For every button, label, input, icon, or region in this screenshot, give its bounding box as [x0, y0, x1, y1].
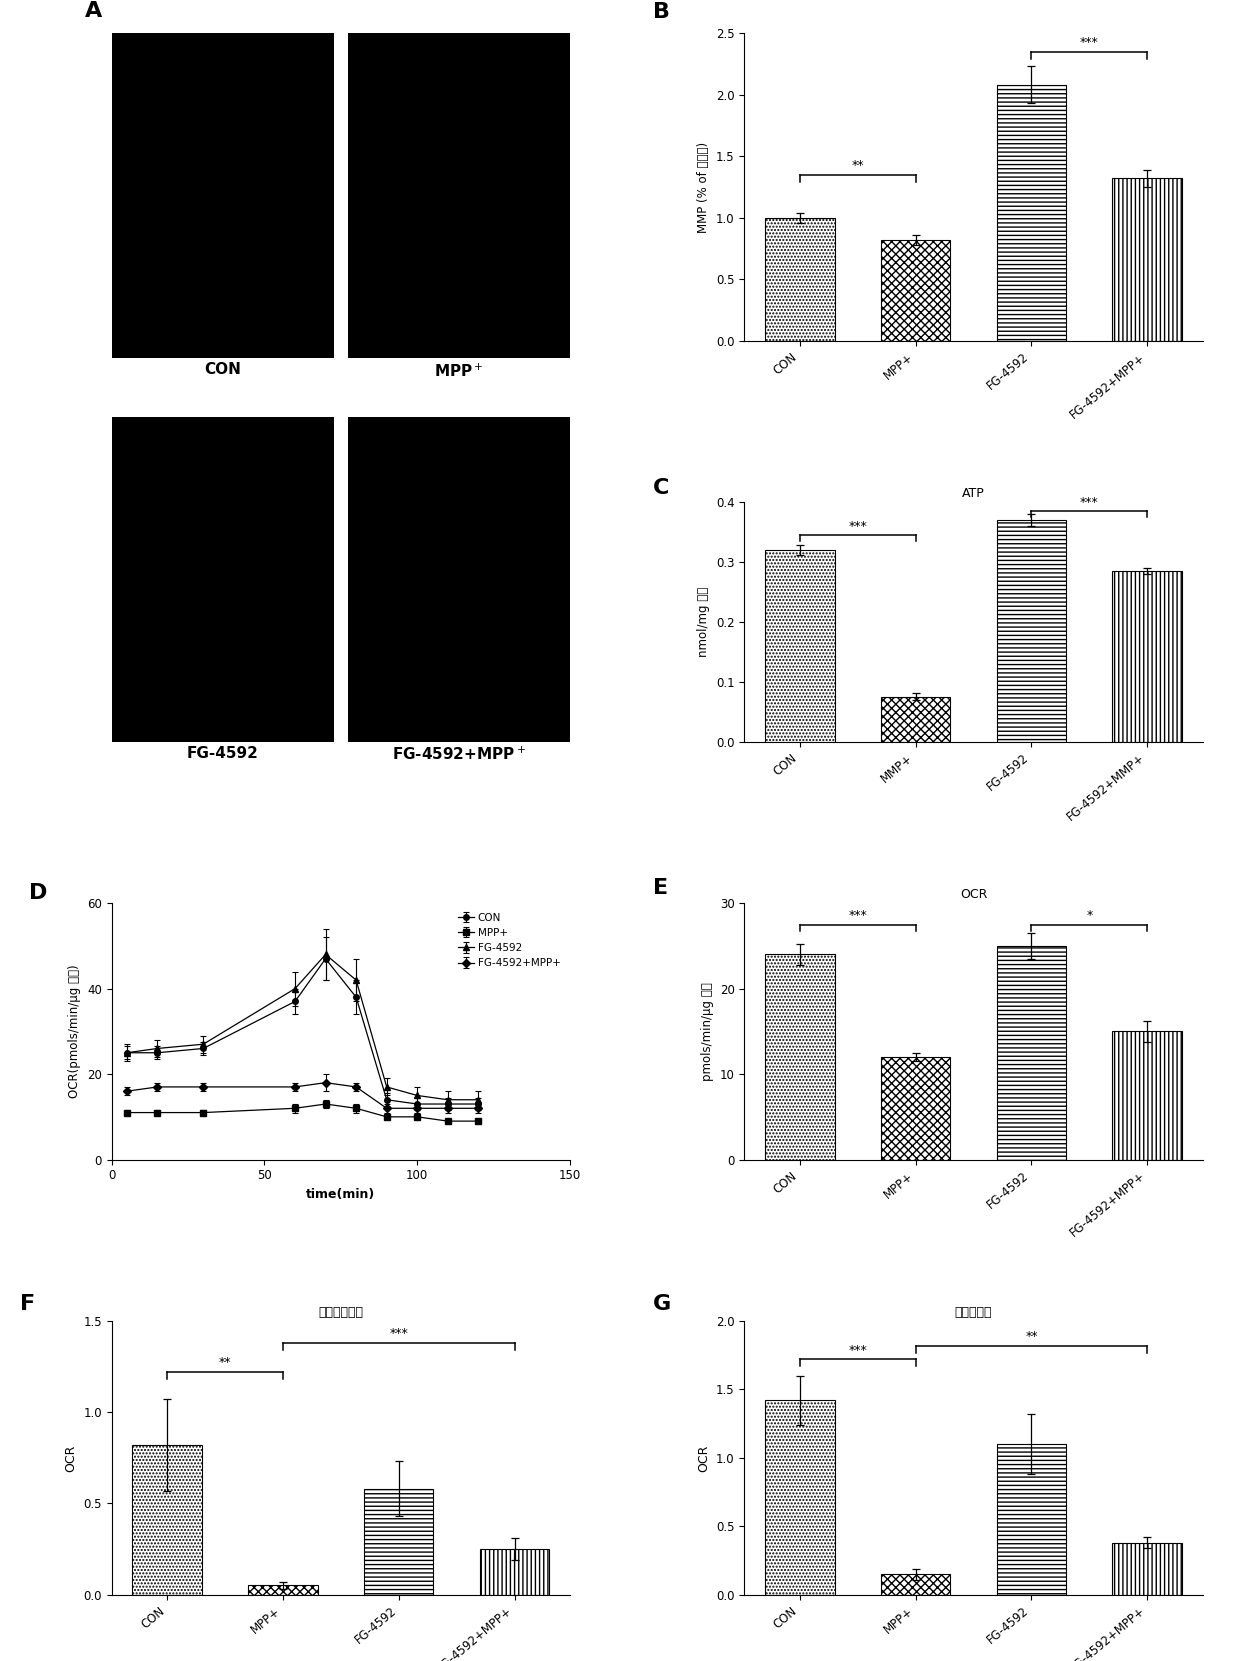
X-axis label: CON: CON	[205, 362, 242, 377]
Bar	[133, 1445, 202, 1595]
Text: **: **	[218, 1357, 232, 1369]
Text: **: **	[1025, 1330, 1038, 1344]
Bar	[765, 550, 835, 742]
Bar	[880, 698, 950, 742]
Y-axis label: pmols/min/μg 蛋白: pmols/min/μg 蛋白	[701, 982, 714, 1081]
Bar	[1112, 1543, 1182, 1595]
Text: A: A	[84, 0, 102, 20]
Bar	[997, 945, 1066, 1159]
Bar	[1112, 571, 1182, 742]
Text: C: C	[652, 478, 670, 498]
Bar	[765, 955, 835, 1159]
Bar	[880, 1056, 950, 1159]
Text: F: F	[20, 1294, 35, 1314]
Bar	[997, 85, 1066, 341]
Text: ***: ***	[1080, 35, 1099, 48]
Bar	[1112, 1031, 1182, 1159]
Y-axis label: nmol/mg 蛋白: nmol/mg 蛋白	[697, 586, 711, 658]
Bar	[765, 1400, 835, 1595]
Text: ***: ***	[848, 909, 867, 922]
Text: B: B	[652, 2, 670, 23]
Bar	[365, 1488, 434, 1595]
Bar	[1112, 178, 1182, 341]
Title: OCR: OCR	[960, 887, 987, 900]
Bar	[997, 520, 1066, 742]
Text: ***: ***	[1080, 497, 1099, 508]
Title: ATP: ATP	[962, 487, 985, 500]
X-axis label: MPP$^+$: MPP$^+$	[434, 362, 484, 380]
Title: 储备呼吸能力: 储备呼吸能力	[319, 1306, 363, 1319]
Legend: CON, MPP+, FG-4592, FG-4592+MPP+: CON, MPP+, FG-4592, FG-4592+MPP+	[454, 909, 565, 972]
Bar	[765, 218, 835, 341]
Text: **: **	[852, 159, 864, 171]
Bar	[880, 239, 950, 341]
X-axis label: FG-4592: FG-4592	[187, 746, 259, 761]
Text: ***: ***	[848, 1344, 867, 1357]
Text: D: D	[29, 882, 47, 902]
Y-axis label: OCR: OCR	[697, 1443, 711, 1472]
Y-axis label: OCR(pmols/min/μg 蛋白): OCR(pmols/min/μg 蛋白)	[68, 965, 82, 1098]
Y-axis label: OCR: OCR	[64, 1443, 78, 1472]
Text: *: *	[1086, 909, 1092, 922]
Bar	[880, 1575, 950, 1595]
Text: G: G	[652, 1294, 671, 1314]
Title: 最大呼吸量: 最大呼吸量	[955, 1306, 992, 1319]
Text: E: E	[652, 877, 668, 897]
Bar	[248, 1586, 317, 1595]
Text: ***: ***	[389, 1327, 408, 1340]
Y-axis label: MMP (% of 对照组): MMP (% of 对照组)	[697, 141, 711, 233]
Text: ***: ***	[848, 520, 867, 533]
X-axis label: FG-4592+MPP$^+$: FG-4592+MPP$^+$	[392, 746, 526, 762]
Bar	[480, 1550, 549, 1595]
Bar	[997, 1443, 1066, 1595]
X-axis label: time(min): time(min)	[306, 1188, 376, 1201]
